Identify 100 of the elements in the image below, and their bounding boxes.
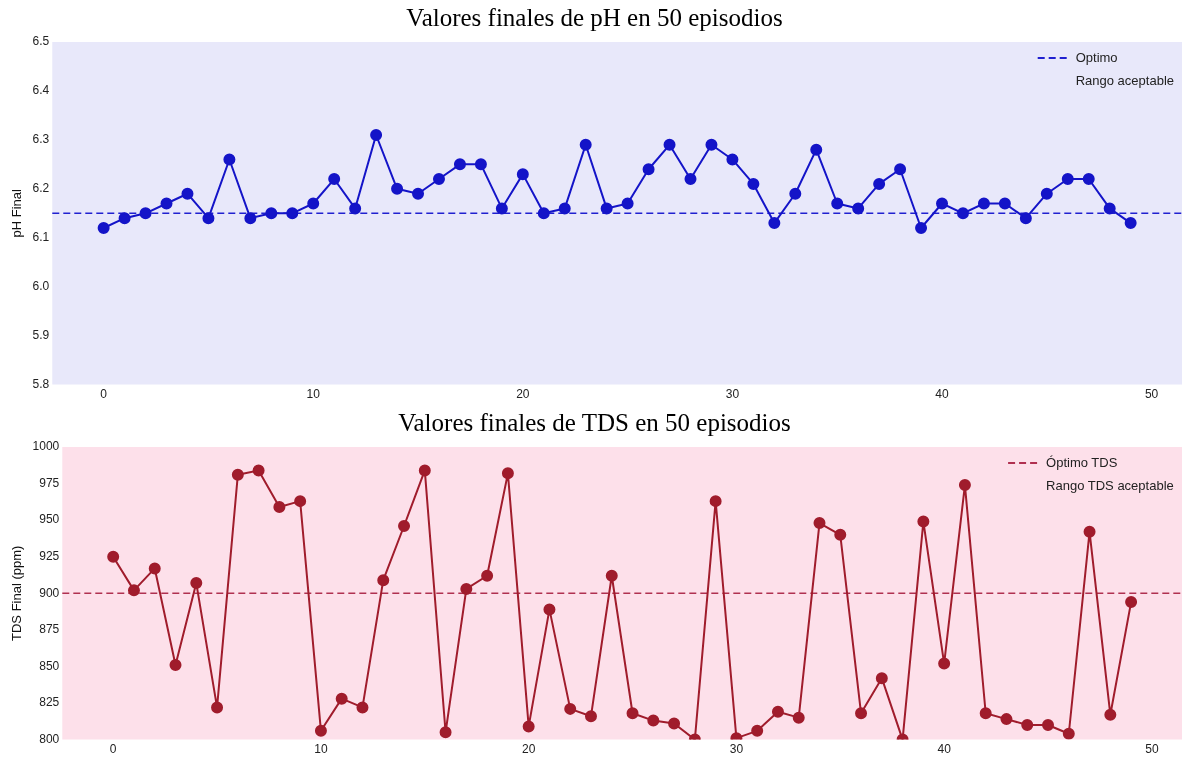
point	[127, 584, 140, 597]
x-tick-label: 10	[314, 742, 328, 757]
x-tick-label: 40	[937, 742, 952, 757]
point	[873, 177, 886, 190]
point	[894, 163, 907, 176]
point	[460, 582, 473, 595]
point	[223, 153, 236, 166]
point	[855, 707, 868, 720]
point	[474, 158, 487, 171]
point	[307, 197, 320, 210]
y-tick-label: 1000	[32, 439, 60, 454]
point	[747, 177, 760, 190]
point	[481, 569, 494, 582]
point	[979, 707, 992, 720]
point	[148, 562, 161, 575]
point	[370, 128, 383, 141]
y-tick-label: 825	[39, 695, 60, 710]
point	[1103, 202, 1116, 215]
point	[160, 197, 173, 210]
point	[917, 515, 930, 528]
point	[244, 212, 257, 225]
x-tick-label: 30	[725, 387, 740, 402]
point	[751, 724, 764, 737]
point	[558, 202, 571, 215]
band-label: Rango TDS aceptable	[1046, 477, 1174, 493]
y-tick-label: 6.3	[32, 132, 50, 147]
point	[231, 468, 244, 481]
point	[118, 212, 131, 225]
point	[564, 702, 577, 715]
point	[453, 158, 466, 171]
point	[522, 720, 535, 733]
point	[936, 197, 949, 210]
point	[169, 658, 182, 671]
point	[792, 711, 805, 724]
point	[1082, 173, 1095, 186]
point	[584, 710, 597, 723]
point	[668, 717, 681, 730]
point	[1021, 718, 1034, 731]
x-tick-label: 30	[729, 742, 744, 757]
x-tick-label: 20	[521, 742, 536, 757]
chart-title: Valores finales de TDS en 50 episodios	[398, 408, 791, 436]
y-tick-label: 950	[39, 512, 60, 527]
x-tick-label: 0	[100, 387, 108, 402]
y-tick-label: 5.8	[32, 376, 50, 391]
point	[998, 197, 1011, 210]
point	[273, 500, 286, 513]
point	[391, 182, 404, 195]
point	[605, 569, 618, 582]
y-tick-label: 925	[39, 549, 60, 564]
y-tick-label: 850	[39, 658, 60, 673]
point	[626, 707, 639, 720]
y-tick-label: 6.0	[32, 279, 50, 294]
y-axis-title: TDS Final (ppm)	[9, 545, 25, 641]
point	[335, 692, 348, 705]
chart-title: Valores finales de pH en 50 episodios	[406, 3, 783, 31]
point	[398, 520, 411, 532]
legend-label: Óptimo TDS	[1046, 454, 1118, 470]
point	[439, 726, 452, 739]
point	[579, 138, 592, 151]
point	[831, 197, 844, 210]
x-tick-label: 50	[1144, 387, 1159, 402]
point	[211, 701, 224, 714]
point	[432, 173, 445, 186]
point	[647, 714, 660, 727]
point	[726, 153, 739, 166]
y-tick-label: 900	[39, 585, 60, 600]
x-tick-label: 10	[306, 387, 321, 402]
x-tick-label: 0	[109, 742, 117, 757]
point	[501, 467, 514, 480]
point	[97, 221, 110, 234]
point	[190, 577, 203, 590]
point	[684, 173, 697, 186]
point	[1042, 718, 1055, 731]
point	[418, 464, 431, 477]
y-tick-label: 6.1	[32, 230, 50, 245]
point	[314, 724, 327, 737]
y-tick-label: 800	[39, 731, 60, 746]
point	[349, 202, 362, 215]
point	[915, 221, 928, 234]
point	[377, 574, 390, 587]
y-tick-label: 6.5	[32, 34, 50, 49]
point	[709, 495, 722, 508]
point	[139, 207, 152, 220]
point	[181, 187, 194, 200]
point	[495, 202, 508, 215]
point	[600, 202, 613, 215]
point	[938, 657, 951, 670]
point	[1019, 212, 1032, 225]
point	[1083, 525, 1096, 538]
x-tick-label: 20	[516, 387, 530, 402]
point	[663, 138, 676, 151]
point	[356, 701, 369, 714]
y-tick-label: 6.2	[32, 181, 50, 196]
point	[813, 517, 826, 530]
point	[265, 207, 278, 220]
point	[977, 197, 990, 210]
point	[705, 138, 718, 151]
point	[1040, 187, 1053, 200]
y-tick-label: 6.4	[32, 83, 50, 98]
point	[412, 187, 425, 200]
